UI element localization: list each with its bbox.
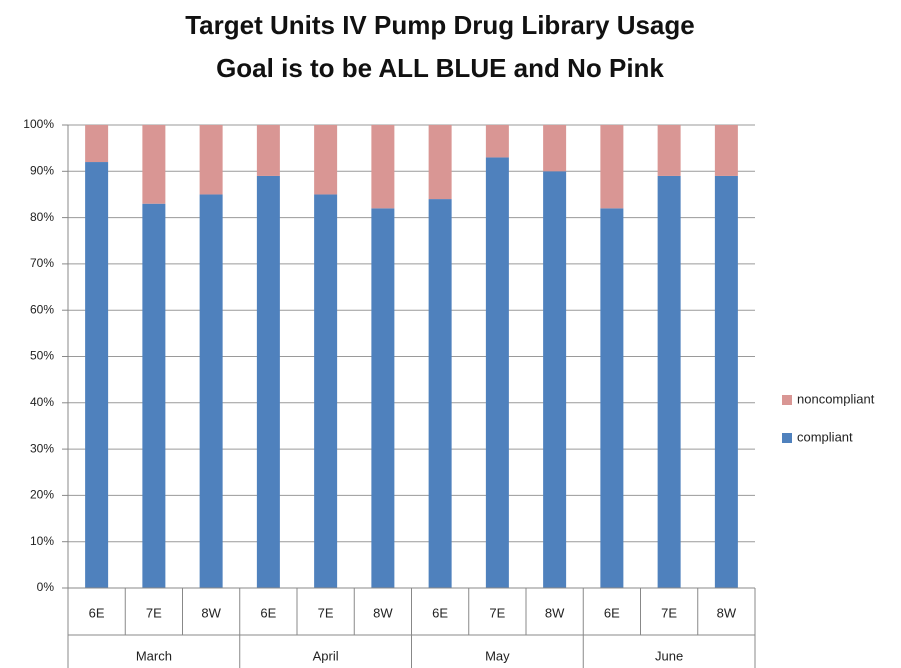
group-label: June [655,648,683,663]
bar-segment [543,171,567,589]
bar-segment [657,175,681,588]
legend-swatch [782,433,792,443]
bar-segment [314,125,338,195]
bar-segment [600,125,624,209]
y-tick-label: 70% [30,256,54,270]
bar-segment [371,125,395,209]
y-tick-label: 0% [37,580,55,594]
legend-label: noncompliant [797,391,875,406]
y-tick-label: 40% [30,395,54,409]
y-tick-label: 50% [30,349,54,363]
bar-segment [714,125,738,176]
y-tick-label: 60% [30,302,54,316]
bar-segment [199,194,223,588]
legend-label: compliant [797,429,853,444]
x-tick-label: 6E [604,605,620,620]
x-tick-label: 7E [146,605,162,620]
x-tick-label: 8W [717,605,737,620]
bar-segment [85,162,109,589]
bar-segment [714,175,738,588]
x-tick-label: 6E [260,605,276,620]
y-tick-label: 90% [30,163,54,177]
bar-segment [142,125,166,204]
x-tick-label: 8W [545,605,565,620]
y-tick-label: 80% [30,210,54,224]
bar-segment [485,157,509,588]
bar-segment [428,125,452,200]
y-tick-label: 10% [30,534,54,548]
x-tick-label: 8W [201,605,221,620]
bar-segment [142,203,166,588]
bar-segment [600,208,624,588]
group-label: April [313,648,339,663]
group-label: March [136,648,172,663]
group-label: May [485,648,510,663]
bar-segment [485,125,509,158]
chart-title: Target Units IV Pump Drug Library Usage [185,10,695,40]
bar-segment [256,125,280,176]
chart-subtitle: Goal is to be ALL BLUE and No Pink [216,53,664,83]
x-tick-label: 7E [489,605,505,620]
bar-segment [199,125,223,195]
x-tick-label: 6E [432,605,448,620]
bar-segment [256,175,280,588]
bar-segment [85,125,109,163]
bar-segment [657,125,681,176]
bar-segment [314,194,338,588]
y-tick-label: 30% [30,441,54,455]
x-tick-label: 7E [318,605,334,620]
bar-segment [428,199,452,588]
x-tick-label: 8W [373,605,393,620]
x-tick-label: 6E [89,605,105,620]
bar-segment [371,208,395,588]
y-tick-label: 100% [23,117,54,131]
x-tick-label: 7E [661,605,677,620]
legend-swatch [782,395,792,405]
y-tick-label: 20% [30,488,54,502]
bar-segment [543,125,567,172]
